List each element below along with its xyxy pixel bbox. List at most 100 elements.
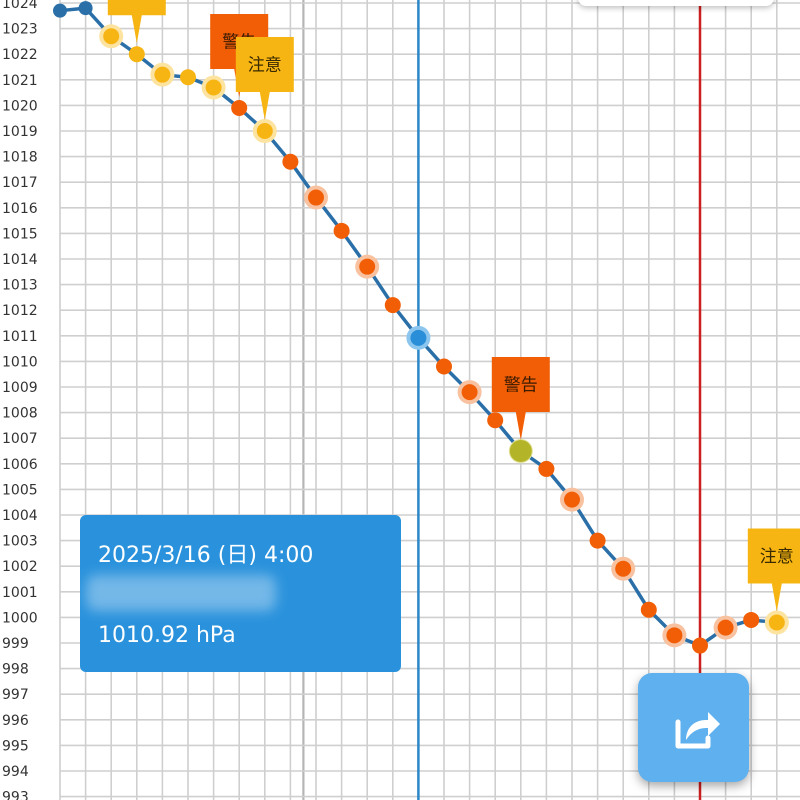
point-dot — [666, 627, 683, 644]
y-tick-label: 1000 — [2, 610, 38, 626]
data-point[interactable] — [333, 222, 350, 239]
data-point[interactable] — [589, 532, 606, 549]
point-dot — [308, 189, 324, 206]
y-tick-label: 1015 — [2, 226, 38, 242]
data-point[interactable] — [282, 153, 299, 170]
share-button[interactable] — [638, 673, 749, 782]
point-dot — [589, 532, 606, 549]
point-dot — [461, 384, 478, 401]
y-axis-ticks: 1024 1023 1022 1021 1020 1019 1018 1017 1016 1015… — [2, 0, 38, 800]
point-dot — [692, 637, 708, 654]
data-point[interactable] — [487, 412, 504, 429]
point-dot — [103, 28, 120, 45]
y-tick-label: 1008 — [2, 406, 38, 422]
y-tick-label: 1017 — [2, 175, 38, 191]
data-point[interactable] — [436, 358, 452, 375]
y-tick-label: 1010 — [2, 354, 38, 370]
data-point[interactable] — [406, 325, 431, 350]
data-point[interactable] — [743, 611, 760, 628]
data-point[interactable] — [252, 119, 277, 143]
point-dot — [509, 440, 532, 462]
data-point[interactable] — [53, 3, 67, 18]
tooltip-value: 1010.92 hPa — [98, 623, 236, 648]
y-tick-label: 1007 — [2, 431, 38, 447]
y-tick-label: 1024 — [2, 0, 38, 12]
point-dot — [359, 258, 376, 275]
data-point[interactable] — [99, 24, 124, 49]
point-dot — [436, 358, 452, 375]
point-dot — [333, 222, 350, 239]
alert-flags: 警告注意警告注意 — [107, 0, 800, 612]
data-point[interactable] — [764, 610, 789, 635]
point-dot — [640, 601, 657, 618]
point-dot — [205, 79, 222, 96]
point-dot — [384, 297, 401, 314]
flag-label: 注意 — [248, 56, 282, 76]
y-tick-label: 1006 — [2, 457, 38, 473]
tooltip-date: 2025/3/16 (日) 4:00 — [98, 543, 314, 568]
y-tick-label: 999 — [2, 636, 29, 652]
y-tick-label: 1022 — [2, 47, 38, 63]
flag-shape — [747, 528, 800, 612]
flag-label: 警告 — [504, 376, 538, 396]
point-dot — [78, 1, 93, 16]
y-tick-label: 1023 — [2, 22, 38, 38]
y-tick-label: 997 — [2, 687, 29, 703]
y-tick-label: 998 — [2, 662, 29, 678]
y-tick-label: 1001 — [2, 585, 38, 601]
point-dot — [615, 560, 632, 577]
point-dot — [154, 66, 171, 83]
y-tick-label: 1018 — [2, 150, 38, 166]
y-tick-label: 1011 — [2, 329, 38, 345]
point-dot — [180, 69, 196, 86]
point-dot — [128, 46, 145, 63]
data-point[interactable] — [304, 185, 328, 210]
alert-flag-caution — [107, 0, 166, 44]
data-point[interactable] — [457, 380, 482, 405]
share-icon — [675, 711, 720, 748]
y-tick-label: 1003 — [2, 534, 38, 550]
data-point[interactable] — [355, 254, 380, 279]
point-dot — [768, 614, 785, 631]
point-dot — [564, 491, 580, 508]
y-tick-label: 993 — [2, 790, 29, 800]
data-point[interactable] — [692, 637, 708, 654]
data-point[interactable] — [180, 69, 196, 86]
alert-flag-caution: 注意 — [235, 37, 294, 120]
pressure-points — [53, 1, 789, 654]
alert-flag-warning: 警告 — [491, 357, 550, 440]
flag-shape — [491, 357, 550, 440]
y-tick-label: 1005 — [2, 482, 38, 498]
data-point[interactable] — [384, 297, 401, 314]
y-tick-label: 1013 — [2, 278, 38, 294]
y-tick-label: 1002 — [2, 559, 38, 575]
data-point[interactable] — [231, 99, 248, 116]
data-point[interactable] — [128, 46, 145, 63]
y-tick-label: 994 — [2, 764, 29, 780]
chart-tooltip: 2025/3/16 (日) 4:00 1010.92 hPa — [80, 515, 401, 672]
data-point[interactable] — [662, 623, 687, 648]
data-point[interactable] — [78, 1, 93, 16]
data-point[interactable] — [150, 62, 175, 87]
data-point[interactable] — [560, 487, 584, 512]
data-point[interactable] — [201, 75, 226, 100]
top-popup-edge — [578, 0, 774, 6]
y-tick-label: 996 — [2, 713, 29, 729]
y-tick-label: 1016 — [2, 201, 38, 217]
tooltip-blurred-text — [86, 575, 276, 611]
data-point[interactable] — [611, 556, 636, 581]
data-point[interactable] — [640, 601, 657, 618]
alert-flag-caution: 注意 — [747, 528, 800, 612]
data-point[interactable] — [538, 460, 555, 477]
y-tick-label: 1019 — [2, 124, 38, 140]
point-dot — [231, 99, 248, 116]
data-point[interactable] — [713, 615, 738, 640]
y-tick-label: 995 — [2, 738, 29, 754]
y-tick-label: 1004 — [2, 508, 38, 524]
y-tick-label: 1014 — [2, 252, 38, 268]
vertical-markers — [417, 0, 702, 800]
data-point[interactable] — [508, 439, 533, 463]
point-dot — [717, 619, 734, 636]
